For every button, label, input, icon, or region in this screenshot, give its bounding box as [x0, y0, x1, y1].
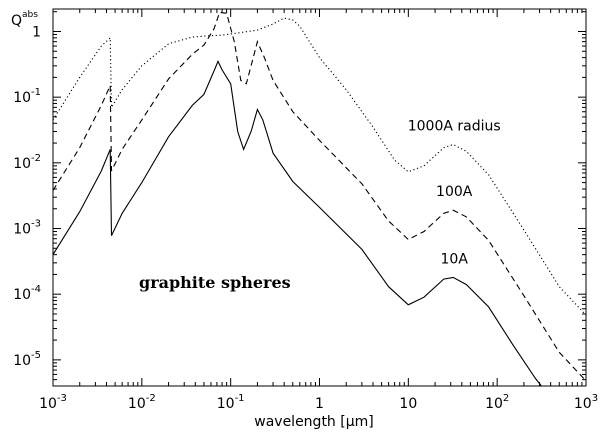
x-tick-label: 10-1	[217, 393, 245, 412]
y-axis-title: Qabs	[11, 10, 38, 29]
tick-label-layer: 10-3 10-2 10-1 1 10 102 10310-510-410-310-210-…	[13, 24, 598, 412]
y-tick-label-base: 10	[13, 287, 31, 303]
tick-layer	[52, 9, 587, 387]
y-tick-label: 10-1	[13, 87, 41, 106]
x-tick-label-base: 1	[315, 396, 324, 412]
x-tick-label-base: 10	[128, 396, 146, 412]
x-tick-label: 1	[315, 396, 324, 412]
y-tick-label-base: 10	[13, 222, 31, 238]
x-tick-label-base: 10	[39, 396, 57, 412]
y-tick-label: 10-4	[13, 284, 41, 303]
x-axis-title: wavelength [μm]	[254, 414, 373, 430]
y-tick-label: 10-2	[13, 153, 41, 172]
x-tick-label: 10-2	[128, 393, 156, 412]
plot-frame	[52, 8, 587, 387]
y-tick-label-base: 1	[32, 24, 41, 40]
curve-label-100a: 100A	[436, 184, 473, 200]
series-line-1000a-radius	[53, 17, 586, 316]
y-tick-label: 10-5	[13, 350, 41, 369]
x-tick-label-exp: 2	[503, 393, 509, 404]
x-tick-label: 102	[485, 393, 509, 412]
x-tick-label: 103	[574, 393, 598, 412]
y-tick-label: 10-3	[13, 219, 41, 238]
y-tick-label-exp: -5	[31, 350, 41, 361]
y-axis-title-sup: abs	[22, 10, 38, 20]
series-line-100a	[53, 11, 586, 382]
y-tick-label-base: 10	[13, 90, 31, 106]
x-tick-label-exp: 3	[592, 393, 598, 404]
y-tick-label-base: 10	[13, 156, 31, 172]
curve-labels: 10A 100A 1000A radius	[408, 119, 501, 268]
series-line-10a	[53, 60, 543, 386]
x-tick-label-base: 10	[399, 396, 417, 412]
y-tick-label-exp: -2	[31, 153, 41, 164]
curve-label-10a: 10A	[441, 251, 469, 267]
y-tick-label-exp: -1	[31, 87, 41, 98]
x-tick-label-base: 10	[574, 396, 592, 412]
y-tick-label-exp: -4	[31, 284, 41, 295]
curve-label-1000a-radius: 1000A radius	[408, 119, 501, 135]
x-tick-label: 10	[399, 396, 417, 412]
y-tick-label: 1	[32, 24, 41, 40]
x-tick-label-exp: -1	[235, 393, 245, 404]
x-tick-label-exp: -3	[57, 393, 67, 404]
x-tick-label-base: 10	[217, 396, 235, 412]
y-axis-title-main: Q	[11, 13, 22, 29]
x-tick-label-base: 10	[485, 396, 503, 412]
x-tick-label: 10-3	[39, 393, 67, 412]
x-tick-label-exp: -2	[146, 393, 156, 404]
plot-border	[52, 8, 587, 387]
annotation-graphite-spheres: graphite spheres	[139, 273, 291, 292]
y-tick-label-base: 10	[13, 353, 31, 369]
y-tick-label-exp: -3	[31, 219, 41, 230]
series-layer	[53, 11, 586, 386]
